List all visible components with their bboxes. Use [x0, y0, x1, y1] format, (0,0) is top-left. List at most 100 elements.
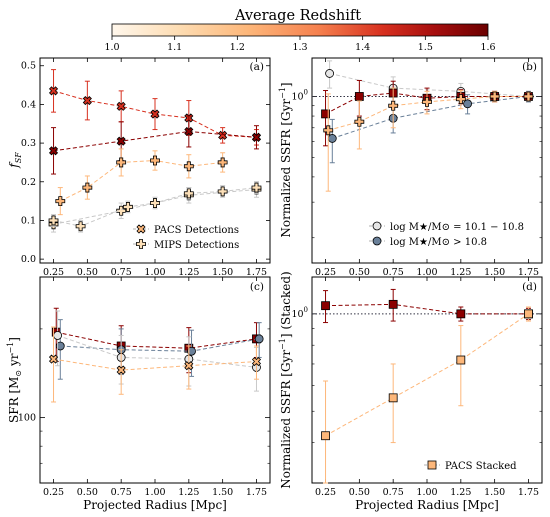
- legend-label: MIPS Detections: [154, 240, 239, 251]
- data-point: [327, 134, 337, 143]
- y-tick-label: 0.4: [21, 99, 36, 110]
- legend-marker: [427, 460, 437, 470]
- data-point: [187, 346, 196, 356]
- panel-b-ylabel: Normalized SSFR [Gyr−1]: [278, 82, 293, 237]
- data-point: [183, 161, 194, 172]
- panel-d: (d): [311, 276, 543, 484]
- data-point: [422, 97, 432, 107]
- legend-label: log M★/M⊙ = 10.1 − 10.8: [390, 222, 524, 233]
- data-point: [48, 86, 59, 96]
- x-tick-label: 0.25: [315, 487, 336, 498]
- x-tick-label: 0.75: [383, 487, 404, 498]
- panel-d-frame: [311, 276, 543, 484]
- data-point: [524, 309, 533, 319]
- colorbar-ticks: 1.0 1.1 1.2 1.3 1.4 1.5 1.6: [104, 36, 496, 53]
- panel-c-xlabel: Projected Radius [Mpc]: [83, 498, 227, 512]
- series-line: [325, 303, 529, 315]
- x-tick-label: 0.25: [43, 487, 64, 498]
- x-tick-label: 0.50: [77, 267, 98, 278]
- data-point: [254, 334, 264, 344]
- data-point: [150, 109, 160, 119]
- data-point: [325, 69, 334, 78]
- x-tick-label: 1.25: [178, 267, 199, 278]
- panel-d-label: (d): [522, 281, 537, 293]
- panel-c-marks: 0.25 0.50 0.75 1.00 1.25 1.50 1.75 100: [18, 277, 270, 498]
- data-point: [55, 341, 65, 351]
- panel-d-marks: 0.25 0.50 0.75 1.00 1.25 1.50 1.75 100 PACS Stac…: [291, 277, 542, 498]
- y-tick-label: 100: [18, 413, 36, 424]
- x-tick-label: 0.75: [111, 267, 132, 278]
- data-point: [456, 355, 466, 365]
- panel-c-frame: [39, 276, 271, 484]
- data-point: [321, 431, 330, 441]
- chart-marks: 0.25 0.50 0.75 1.00 1.25 1.50 1.75 0.0 0.1 0.2 0.3…: [18, 58, 542, 498]
- data-point: [48, 354, 59, 364]
- data-point: [48, 215, 59, 226]
- data-point: [184, 126, 194, 137]
- data-point: [489, 91, 500, 102]
- x-tick-label: 1.25: [450, 487, 471, 498]
- data-point: [323, 125, 334, 136]
- panel-d-xlabel: Projected Radius [Mpc]: [355, 498, 499, 512]
- series-line: [60, 159, 223, 202]
- y-tick-label: 100: [291, 306, 308, 320]
- y-tick-label: 0.2: [21, 177, 36, 188]
- y-tick-label: 0.0: [21, 254, 36, 265]
- data-point: [150, 198, 160, 208]
- data-point: [456, 309, 466, 319]
- data-point: [321, 109, 330, 119]
- data-point: [150, 155, 160, 166]
- data-point: [82, 95, 92, 106]
- data-point: [82, 182, 93, 193]
- data-point: [455, 94, 466, 105]
- data-point: [251, 182, 262, 193]
- panel-c-ylabel: SFR [M⊙ yr−1]: [6, 337, 23, 423]
- x-tick-label: 1.50: [212, 267, 233, 278]
- panel-a-marks: 0.25 0.50 0.75 1.00 1.25 1.50 1.75 0.0 0.1 0.2 0.3…: [21, 58, 270, 278]
- x-tick-label: 0.25: [315, 267, 336, 278]
- data-point: [523, 91, 534, 102]
- data-point: [53, 331, 62, 340]
- y-tick-label: 0.3: [21, 138, 36, 149]
- colorbar-strip: [111, 23, 489, 37]
- colorbar-tick-label: 1.3: [292, 42, 307, 53]
- panel-d-ylabel: Normalized SSFR [Gyr−1] (Stacked): [278, 271, 293, 488]
- data-point: [217, 157, 228, 168]
- x-tick-label: 0.25: [43, 267, 64, 278]
- series-line: [57, 334, 257, 368]
- y-tick-label: 100: [291, 88, 308, 102]
- y-tick-label: 0.1: [21, 215, 36, 226]
- x-tick-label: 0.50: [349, 267, 370, 278]
- colorbar: Average Redshift 1.0 1.1 1.2 1.3 1.4 1.5 1.6: [104, 8, 495, 53]
- data-point: [55, 196, 66, 207]
- x-tick-label: 1.50: [484, 267, 505, 278]
- panel-b-label: (b): [522, 61, 537, 73]
- data-point: [217, 186, 228, 197]
- panel-c-label: (c): [250, 281, 264, 293]
- x-tick-label: 1.25: [178, 487, 199, 498]
- data-point: [251, 132, 262, 142]
- x-tick-label: 0.75: [383, 267, 404, 278]
- x-tick-label: 1.00: [144, 267, 165, 278]
- legend-label: PACS Stacked: [445, 461, 517, 472]
- data-point: [388, 299, 398, 309]
- series-line: [60, 338, 260, 352]
- colorbar-title: Average Redshift: [234, 8, 361, 24]
- series-line: [325, 313, 529, 437]
- colorbar-tick-label: 1.1: [167, 42, 182, 53]
- data-point: [48, 146, 59, 156]
- series-line: [56, 331, 257, 349]
- x-tick-label: 1.00: [416, 487, 437, 498]
- data-point: [354, 116, 365, 127]
- x-tick-label: 1.75: [518, 487, 539, 498]
- data-point: [123, 202, 133, 212]
- colorbar-tick-label: 1.5: [418, 42, 433, 53]
- panel-a-ylabel: fSF: [7, 152, 23, 169]
- panel-c: (c): [39, 276, 271, 484]
- colorbar-tick-label: 1.2: [230, 42, 245, 53]
- x-tick-label: 0.50: [349, 487, 370, 498]
- legend-label: log M★/M⊙ > 10.8: [390, 237, 487, 248]
- x-tick-label: 1.50: [484, 487, 505, 498]
- series-line: [53, 130, 257, 152]
- data-point: [116, 101, 126, 111]
